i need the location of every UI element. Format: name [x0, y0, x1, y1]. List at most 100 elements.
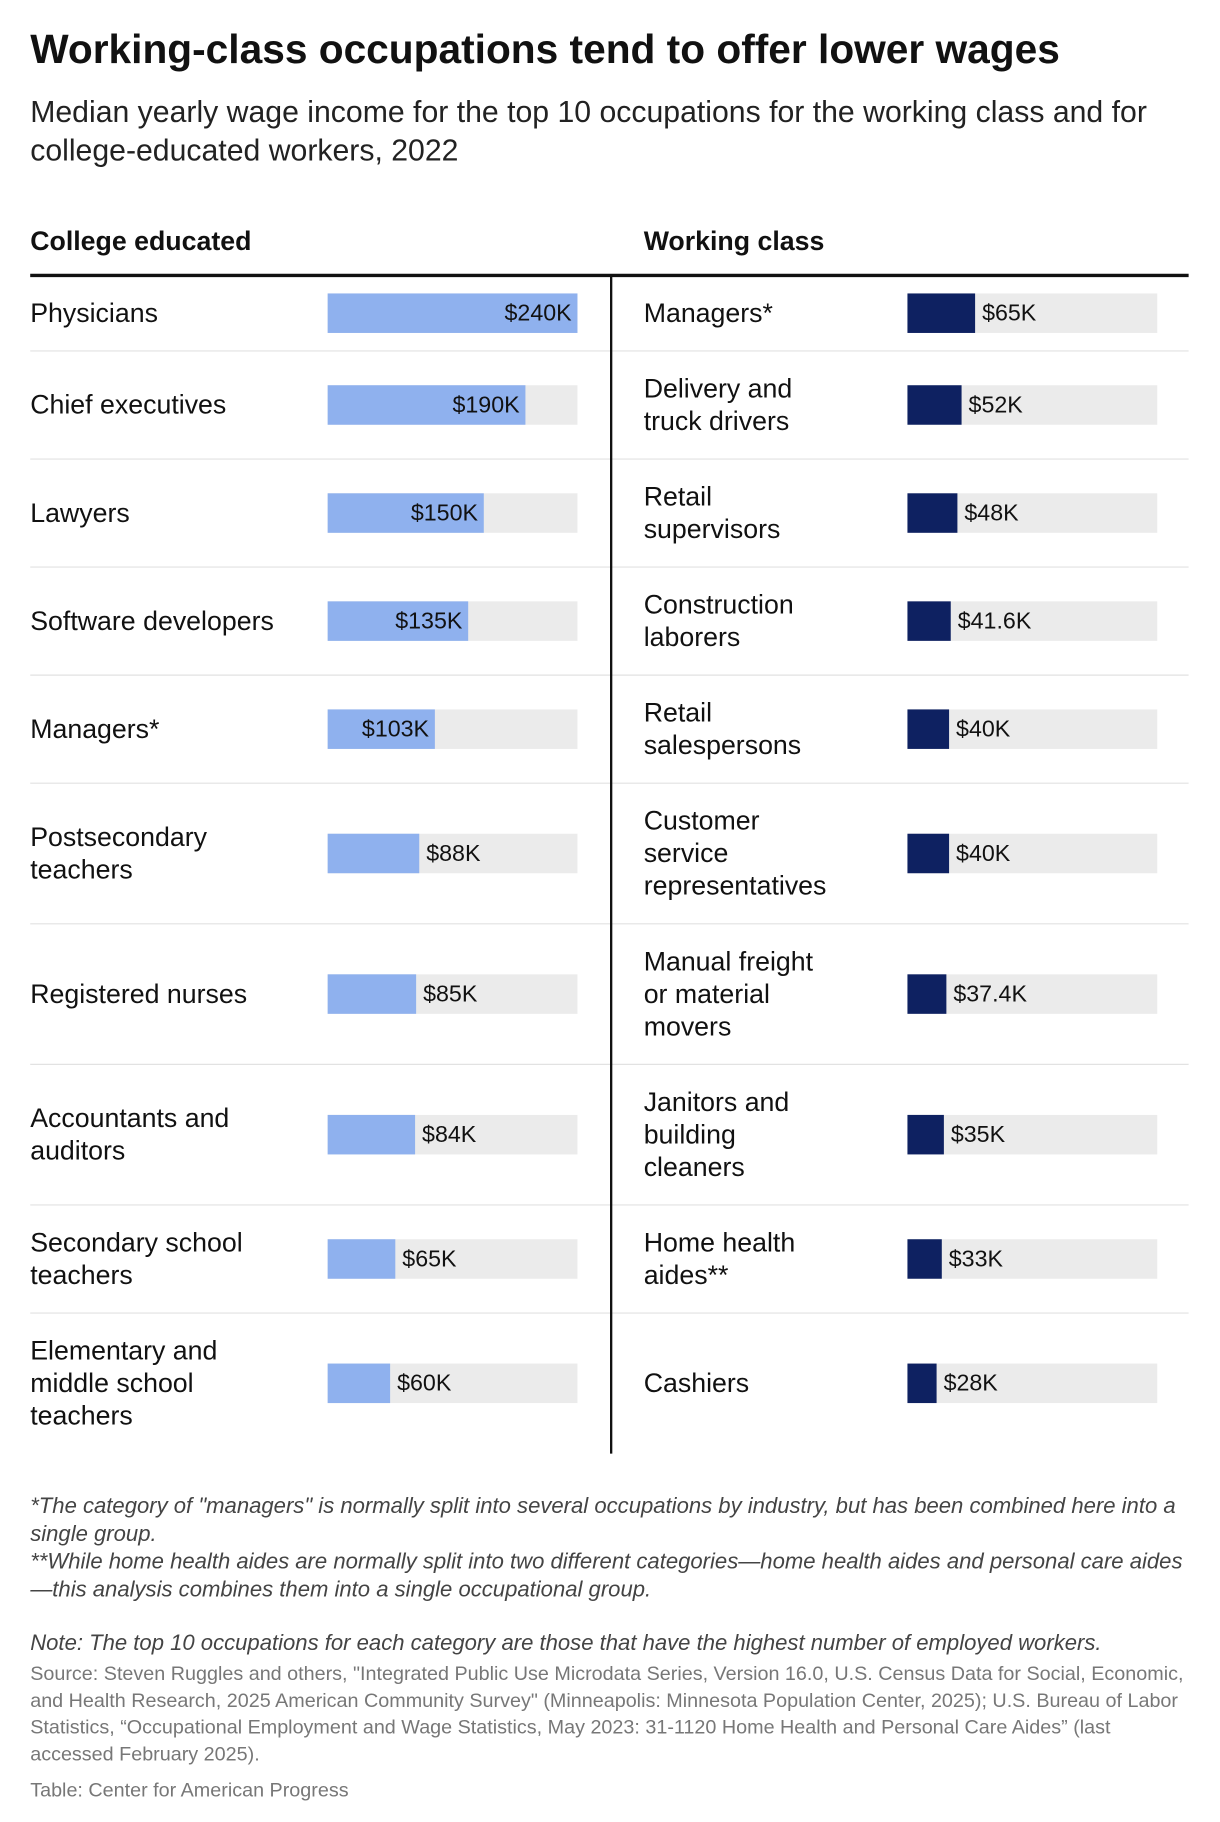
note-box: Note: The top 10 occupations for each ca…	[30, 1631, 1101, 1655]
category-label: Accountants and auditors	[30, 1102, 230, 1165]
bar	[327, 833, 420, 874]
value-label: $65K	[402, 1245, 457, 1271]
category-label: Construction laborers	[643, 588, 794, 652]
bar	[907, 974, 947, 1014]
category-label: Elementary and middle school teachers	[30, 1334, 218, 1430]
credit: Table: Center for American Progress	[30, 1778, 349, 1802]
category-box: Chief executives	[30, 388, 227, 419]
title-box: Working-class occupations tend to offer …	[30, 26, 1060, 73]
value-label: $40K	[956, 840, 1011, 866]
category-label: Secondary school teachers	[30, 1226, 243, 1290]
bar	[327, 385, 526, 425]
category-box: Delivery and truck drivers	[643, 372, 793, 436]
category-box: Software developers	[30, 604, 274, 636]
category-box: Postsecondary teachers	[30, 820, 207, 884]
category-box: Cashiers	[643, 1367, 750, 1398]
bar	[327, 709, 435, 749]
bar	[907, 293, 976, 333]
category-label: Postsecondary teachers	[30, 820, 207, 884]
value-label: $190K	[452, 391, 520, 417]
bar	[907, 709, 950, 749]
category-label: Retail supervisors	[643, 480, 781, 544]
bar-track	[907, 1114, 1158, 1155]
value-label: $84K	[422, 1121, 477, 1147]
footnote: *The category of "managers" is normally …	[30, 1494, 1176, 1547]
bar	[327, 1363, 391, 1404]
credit-box: Table: Center for American Progress	[30, 1778, 349, 1802]
category-label: Manual freight or material movers	[643, 945, 814, 1041]
column-header: College educated	[30, 226, 251, 256]
value-label: $40K	[956, 715, 1011, 741]
value-label: $48K	[964, 499, 1019, 525]
value-label: $52K	[969, 391, 1024, 417]
bar	[327, 1114, 416, 1155]
bar	[327, 293, 578, 333]
bar-track	[907, 1239, 1158, 1279]
footnote: **While home health aides are normally s…	[30, 1550, 1183, 1603]
category-box: Managers*	[643, 296, 773, 328]
category-box: Physicians	[30, 297, 158, 327]
footnote-box: **While home health aides are normally s…	[30, 1550, 1183, 1603]
category-label: Software developers	[30, 604, 274, 636]
value-label: $88K	[426, 840, 481, 866]
category-box: Construction laborers	[643, 588, 794, 652]
category-box: Janitors and building cleaners	[643, 1085, 790, 1182]
bar	[907, 601, 951, 641]
value-label: $37.4K	[953, 980, 1027, 1006]
category-box: Managers*	[30, 713, 159, 743]
bar	[327, 493, 484, 533]
category-label: Registered nurses	[30, 977, 248, 1009]
category-box: Customer service representatives	[643, 804, 827, 900]
value-label: $150K	[411, 499, 479, 525]
category-label: Home health aides**	[643, 1226, 796, 1290]
bar	[327, 974, 417, 1014]
bar-track	[907, 709, 1158, 749]
category-label: Delivery and truck drivers	[643, 372, 793, 436]
category-label: Managers*	[643, 296, 773, 328]
category-box: Accountants and auditors	[30, 1102, 230, 1165]
bar	[327, 1239, 396, 1279]
value-label: $103K	[362, 715, 430, 741]
category-box: Manual freight or material movers	[643, 945, 814, 1041]
subtitle: Median yearly wage income for the top 10…	[30, 94, 1147, 168]
category-label: Cashiers	[643, 1367, 750, 1398]
source-box: Source: Steven Ruggles and others, "Inte…	[30, 1662, 1184, 1765]
bar	[907, 385, 962, 425]
bar-track	[907, 974, 1158, 1014]
bar-track	[907, 833, 1158, 874]
category-box: Retail salespersons	[643, 696, 802, 760]
value-label: $240K	[505, 300, 573, 326]
bar	[907, 1239, 942, 1279]
value-label: $65K	[982, 300, 1037, 326]
bar	[907, 1363, 937, 1404]
value-label: $135K	[395, 607, 463, 633]
category-box: Secondary school teachers	[30, 1226, 243, 1290]
category-box: Retail supervisors	[643, 480, 781, 544]
category-label: Lawyers	[30, 496, 130, 527]
value-label: $85K	[423, 980, 478, 1006]
bar-track	[907, 1363, 1158, 1404]
category-box: Registered nurses	[30, 977, 248, 1009]
bar	[327, 601, 469, 641]
category-box: Elementary and middle school teachers	[30, 1334, 218, 1430]
value-label: $28K	[944, 1370, 999, 1396]
category-label: Customer service representatives	[643, 804, 827, 900]
value-label: $33K	[949, 1245, 1004, 1271]
category-box: Lawyers	[30, 496, 130, 527]
value-label: $41.6K	[958, 607, 1032, 633]
title: Working-class occupations tend to offer …	[30, 26, 1060, 73]
category-box: Home health aides**	[643, 1226, 796, 1290]
bar	[907, 493, 958, 533]
category-label: Retail salespersons	[643, 696, 802, 760]
subtitle-box: Median yearly wage income for the top 10…	[30, 94, 1147, 168]
value-label: $35K	[951, 1121, 1006, 1147]
source: Source: Steven Ruggles and others, "Inte…	[30, 1662, 1184, 1765]
bar	[907, 1114, 944, 1155]
bar	[907, 833, 950, 874]
value-label: $60K	[397, 1370, 452, 1396]
category-label: Chief executives	[30, 388, 227, 419]
category-label: Janitors and building cleaners	[643, 1085, 790, 1182]
footnote-box: *The category of "managers" is normally …	[30, 1494, 1176, 1547]
